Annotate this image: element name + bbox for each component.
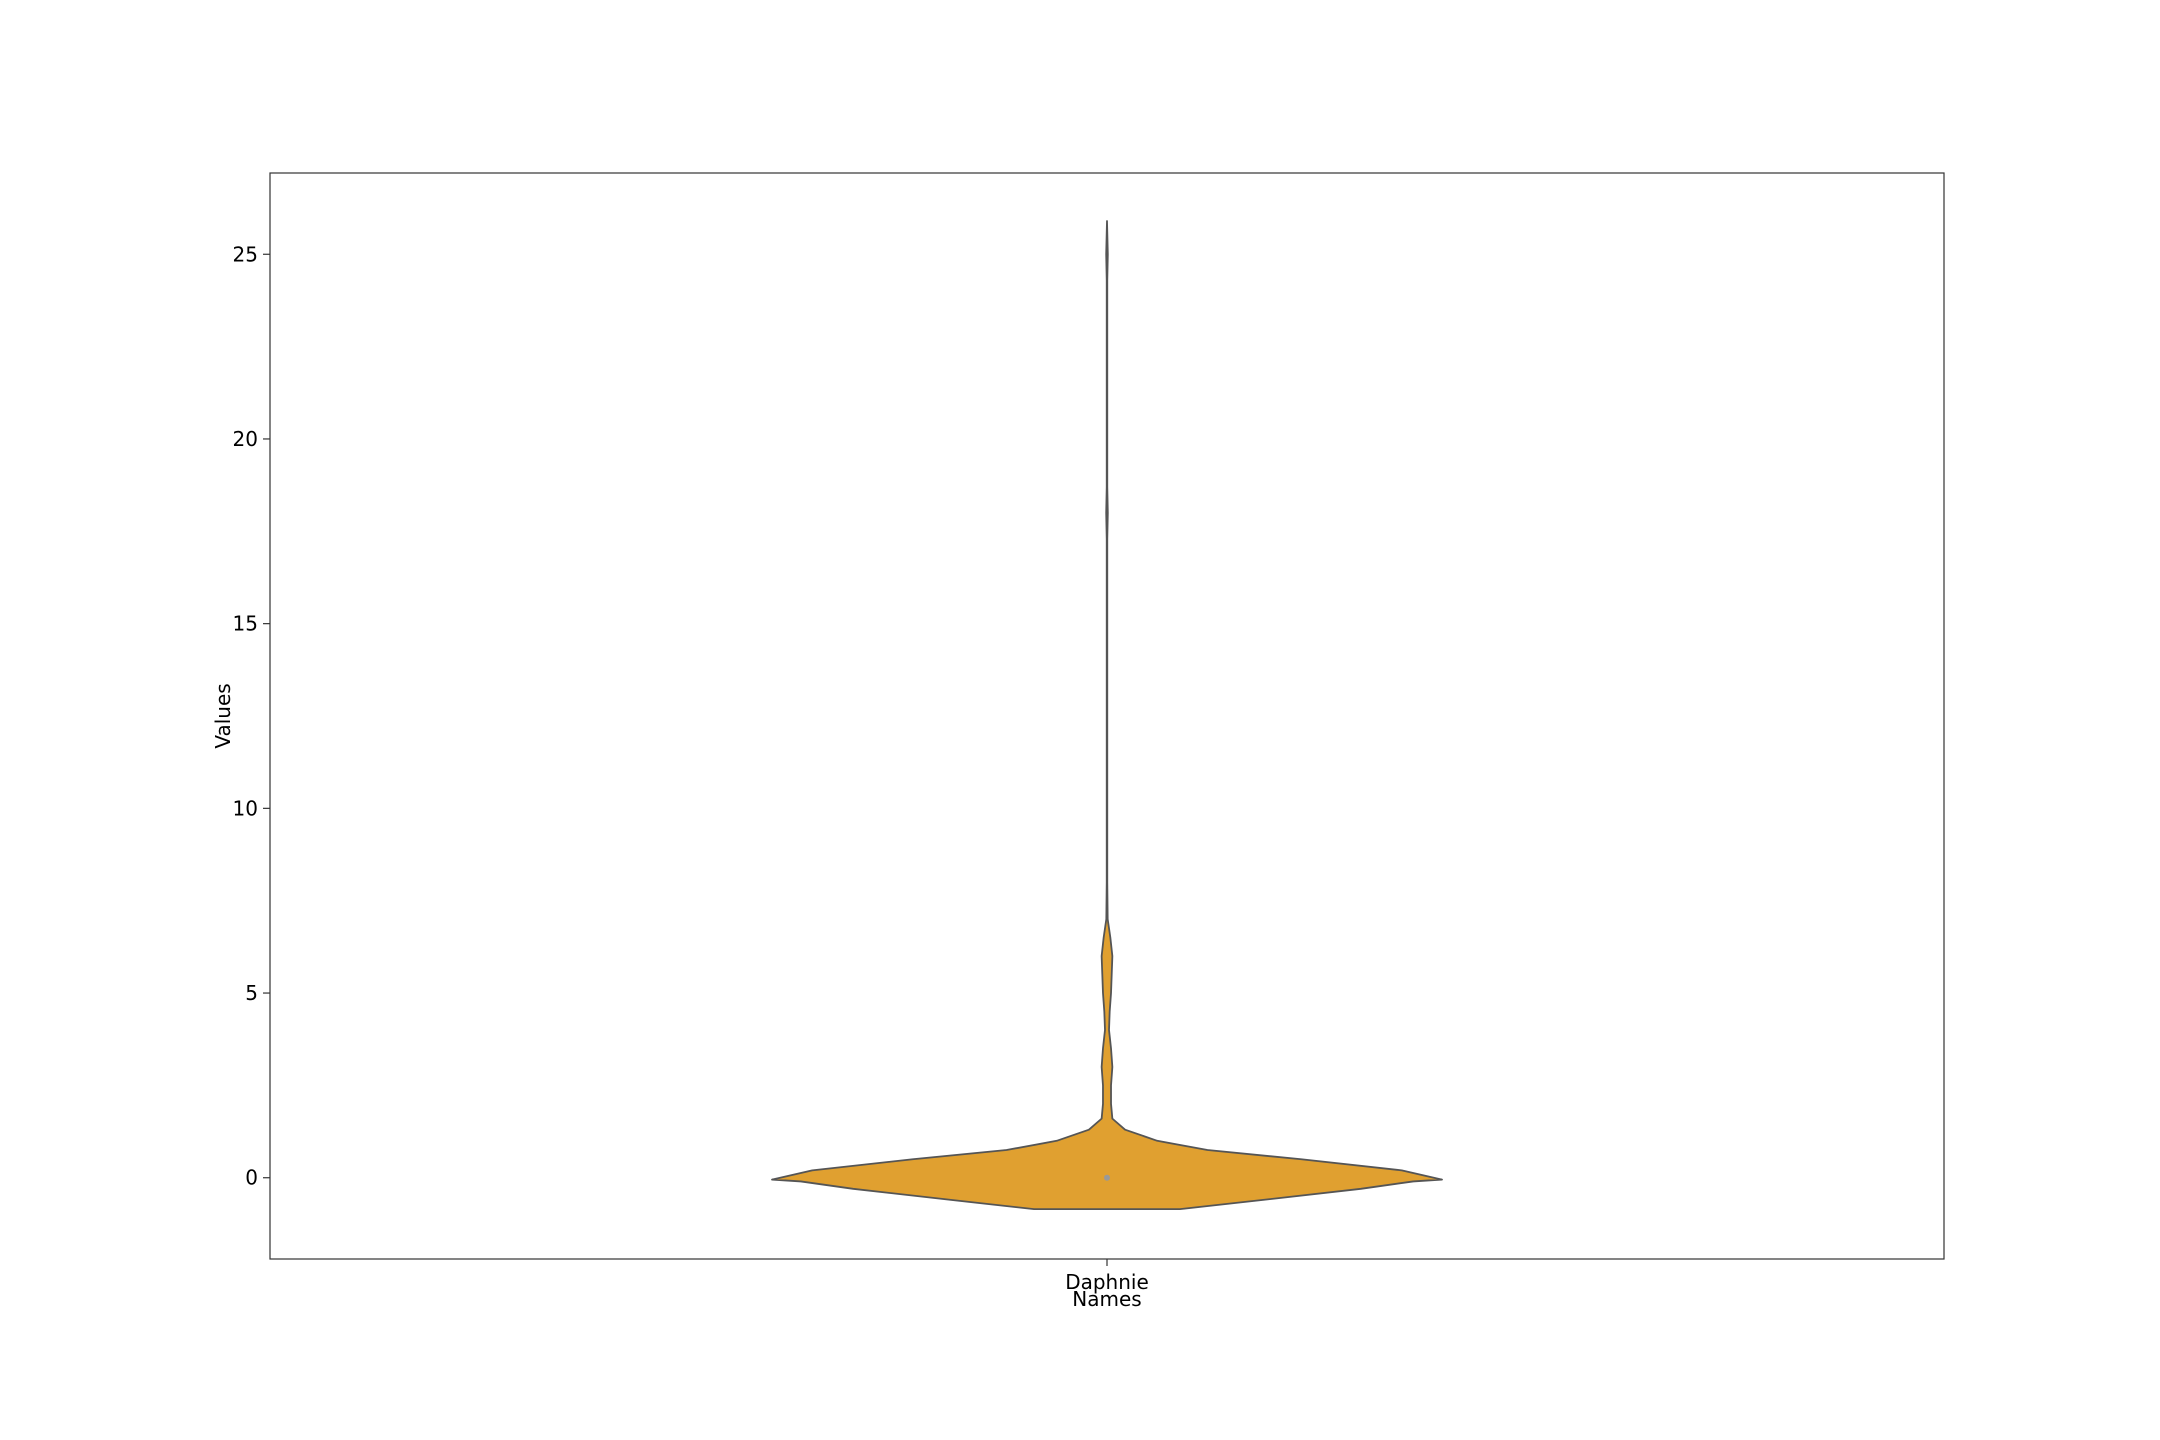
- y-axis: 0 5 10 15 20 25: [233, 242, 270, 1190]
- x-axis: Daphnie: [1065, 1259, 1149, 1294]
- y-tick-label: 25: [233, 242, 258, 266]
- y-tick-label: 5: [245, 981, 258, 1005]
- median-marker-daphnie: [1104, 1174, 1110, 1181]
- plot-layer: [771, 220, 1443, 1211]
- x-tick-label-daphnie: Daphnie: [1065, 1270, 1149, 1294]
- x-axis-label: Names: [1072, 1287, 1141, 1311]
- y-tick-label: 20: [233, 427, 258, 451]
- y-tick-label: 0: [245, 1166, 258, 1190]
- y-tick-label: 15: [233, 612, 258, 636]
- y-axis-label: Values: [211, 683, 235, 748]
- y-tick-label: 10: [233, 796, 258, 820]
- violin-body-daphnie: [771, 220, 1443, 1211]
